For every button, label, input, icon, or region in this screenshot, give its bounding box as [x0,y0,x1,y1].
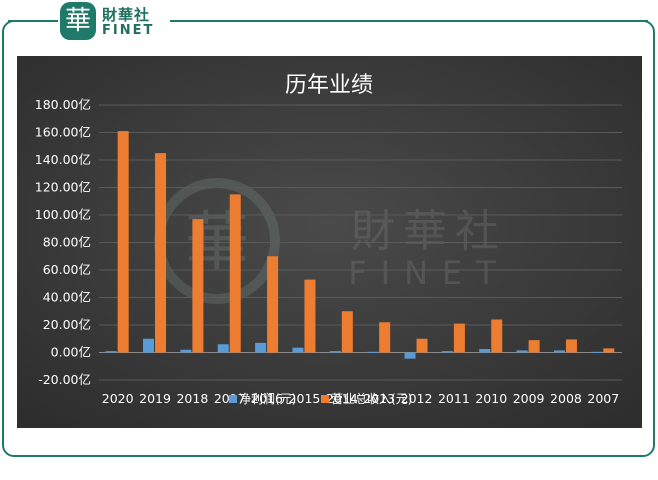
bar-revenue [379,322,391,353]
bar-revenue [565,339,577,353]
x-tick-label: 2013 [363,391,395,406]
x-tick-label: 2018 [176,391,208,406]
bar-net-profit [479,349,491,353]
x-tick-label: 2015 [289,391,321,406]
bar-revenue [453,323,465,353]
x-tick-label: 2014 [326,391,358,406]
bar-revenue [229,194,241,353]
legend-swatch-revenue [321,395,329,403]
watermark-name-cn: 財華社 [351,206,507,257]
bar-net-profit [553,350,565,353]
y-tick-label: 0.00亿 [51,345,91,360]
bar-revenue [341,311,353,353]
y-tick-label: 120.00亿 [35,180,91,195]
bar-net-profit [105,351,117,353]
bar-revenue [416,338,428,353]
x-tick-label: 2009 [513,391,545,406]
y-tick-label: 140.00亿 [35,152,91,167]
x-axis: 2020201920182017201620152014201320122011… [102,391,619,406]
x-tick-label: 2011 [438,391,470,406]
watermark-name-en: FINET [348,254,510,292]
y-tick-label: 100.00亿 [35,207,91,222]
bar-revenue [117,131,129,353]
legend: 净利润(元) 营业总收入(元) [229,392,412,406]
bar-net-profit [255,342,267,353]
legend-label-net-profit: 净利润(元) [239,392,296,406]
grid-lines [99,104,622,381]
bar-net-profit [143,338,155,353]
header-rule-left [8,20,56,22]
brand-name-cn: 財華社 [102,6,151,24]
legend-swatch-net-profit [229,395,237,403]
y-tick-label: 80.00亿 [43,235,91,250]
bars [105,131,615,359]
x-tick-label: 2019 [139,391,171,406]
y-tick-label: 20.00亿 [43,317,91,332]
bar-revenue [491,319,503,353]
y-tick-label: 60.00亿 [43,262,91,277]
bar-net-profit [404,352,416,359]
x-tick-label: 2020 [102,391,134,406]
bar-net-profit [292,347,304,353]
chart-container: 華 財華社 FINET 历年业绩 -20.00亿 0.00亿 20.00亿 40.00… [17,56,642,428]
x-tick-label: 2012 [401,391,433,406]
bar-net-profit [441,351,453,353]
x-tick-label: 2010 [475,391,507,406]
x-tick-label: 2008 [550,391,582,406]
bar-net-profit [329,351,341,353]
bar-revenue [603,348,615,353]
brand-mark-icon: 華 [60,2,96,40]
x-tick-label: 2007 [587,391,619,406]
bar-net-profit [516,350,528,353]
bar-revenue [528,340,540,353]
bar-net-profit [180,349,192,353]
chart-svg: 華 財華社 FINET 历年业绩 -20.00亿0.00亿20.00亿40.00… [17,56,642,428]
bar-revenue [267,256,279,353]
header-rule-right [170,20,648,22]
y-axis: -20.00亿 0.00亿 20.00亿 40.00亿 60.00亿 80.00亿 100.… [35,97,91,387]
brand-logo: 華 財華社 FINET [58,2,170,42]
bar-revenue [155,153,167,353]
bar-net-profit [367,351,379,353]
x-tick-label: 2016 [251,391,283,406]
y-tick-label: 40.00亿 [43,290,91,305]
bar-revenue [192,219,204,353]
y-tick-label: 180.00亿 [35,97,91,112]
legend-label-revenue: 营业总收入(元) [331,392,412,406]
bar-net-profit [591,351,603,353]
brand-name-en: FINET [102,23,155,38]
bar-net-profit [217,344,229,353]
chart-title: 历年业绩 [285,73,373,98]
y-tick-label: 160.00亿 [35,125,91,140]
bar-revenue [304,279,316,353]
y-tick-label: -20.00亿 [38,372,91,387]
